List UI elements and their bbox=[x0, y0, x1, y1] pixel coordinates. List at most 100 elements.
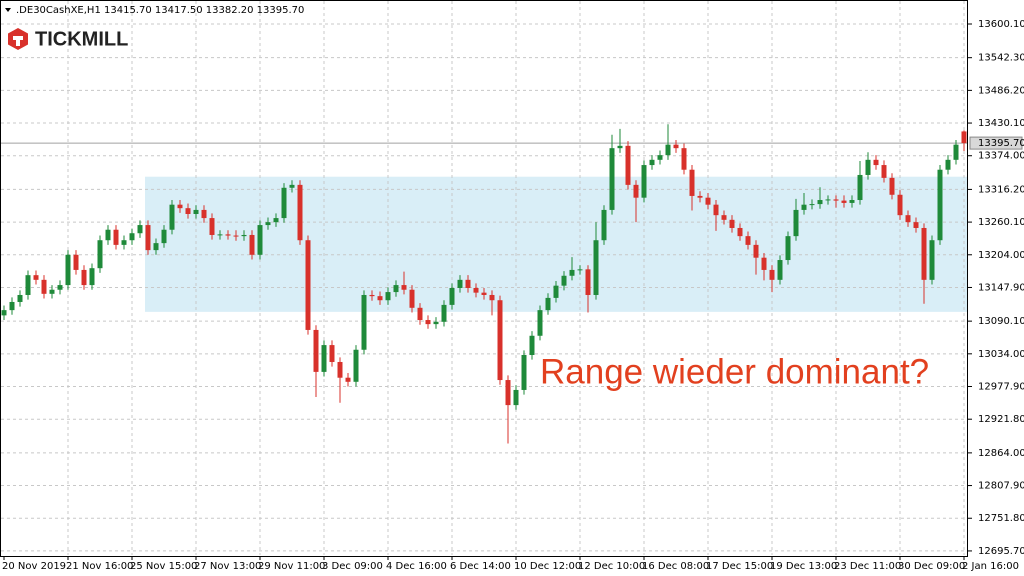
y-tick-label: 12695.70 bbox=[978, 546, 1024, 557]
x-tick-label: 21 Nov 16:00 bbox=[66, 561, 133, 572]
candle-body bbox=[553, 285, 559, 298]
y-tick-label: 13147.90 bbox=[978, 282, 1024, 293]
x-tick-label: 27 Nov 13:00 bbox=[194, 561, 261, 572]
candle-body bbox=[105, 229, 111, 241]
y-tick-label: 13430.10 bbox=[978, 118, 1024, 129]
y-tick-label: 13542.30 bbox=[978, 53, 1024, 64]
candle-body bbox=[33, 275, 39, 280]
candle-body bbox=[409, 289, 415, 308]
candle-body bbox=[841, 200, 847, 203]
y-tick-label: 13486.20 bbox=[978, 85, 1024, 96]
candle-body bbox=[945, 159, 951, 170]
candle-body bbox=[529, 335, 535, 355]
y-tick-label: 13090.10 bbox=[978, 316, 1024, 327]
candle-body bbox=[25, 275, 31, 295]
marks-layer bbox=[1, 124, 967, 444]
candle-body bbox=[569, 269, 575, 276]
y-tick-label: 12751.80 bbox=[978, 513, 1024, 524]
candle-body bbox=[449, 287, 455, 305]
menu-arrow[interactable] bbox=[5, 8, 11, 12]
candle-body bbox=[793, 209, 799, 237]
candle-body bbox=[657, 155, 663, 160]
candle-body bbox=[545, 297, 551, 311]
candle-body bbox=[753, 244, 759, 258]
candle-body bbox=[681, 148, 687, 170]
candle-body bbox=[433, 321, 439, 325]
candle-body bbox=[609, 148, 615, 210]
y-tick-label: 13316.20 bbox=[978, 184, 1024, 195]
candle-body bbox=[953, 144, 959, 160]
candle-body bbox=[817, 200, 823, 205]
plot-frame bbox=[0, 0, 968, 557]
candle-body bbox=[673, 144, 679, 149]
x-tick-label: 6 Dec 14:00 bbox=[450, 561, 511, 572]
candle-body bbox=[849, 200, 855, 203]
candle-body bbox=[57, 285, 63, 290]
x-tick-label: 29 Nov 11:00 bbox=[258, 561, 325, 572]
candle-body bbox=[777, 260, 783, 280]
candle-body bbox=[361, 294, 367, 350]
candle-body bbox=[353, 349, 359, 382]
candle-body bbox=[441, 304, 447, 322]
candle-body bbox=[1, 310, 7, 316]
candle-body bbox=[393, 285, 399, 293]
candle-body bbox=[825, 199, 831, 201]
candle-body bbox=[169, 204, 175, 230]
candle-body bbox=[561, 275, 567, 286]
candle-body bbox=[177, 204, 183, 209]
candle-body bbox=[281, 187, 287, 219]
candle-body bbox=[401, 285, 407, 290]
candle-body bbox=[761, 257, 767, 270]
candle-body bbox=[929, 240, 935, 280]
candle-body bbox=[289, 184, 295, 188]
candle-body bbox=[513, 389, 519, 406]
candle-body bbox=[313, 329, 319, 372]
candle-body bbox=[65, 254, 71, 286]
y-tick-label: 13374.00 bbox=[978, 151, 1024, 162]
candle-body bbox=[345, 377, 351, 382]
candle-body bbox=[905, 215, 911, 223]
candle-body bbox=[697, 195, 703, 198]
candle-body bbox=[129, 233, 135, 241]
candle-body bbox=[801, 204, 807, 210]
candle-body bbox=[505, 380, 511, 406]
candle-body bbox=[233, 235, 239, 237]
candle-body bbox=[881, 165, 887, 178]
logo: TICKMILL bbox=[8, 28, 128, 50]
candle-body bbox=[913, 222, 919, 228]
candle-body bbox=[81, 269, 87, 286]
candle-body bbox=[769, 269, 775, 280]
candle-body bbox=[97, 240, 103, 269]
x-tick-label: 17 Dec 15:00 bbox=[706, 561, 773, 572]
candle-body bbox=[481, 292, 487, 295]
candle-body bbox=[897, 194, 903, 216]
candle-body bbox=[537, 310, 543, 336]
candle-body bbox=[473, 287, 479, 293]
candle-body bbox=[225, 234, 231, 236]
candle-body bbox=[257, 225, 263, 255]
candle-body bbox=[321, 345, 327, 372]
candle-body bbox=[601, 209, 607, 241]
x-tick-label: 3 Dec 09:00 bbox=[322, 561, 383, 572]
candle-body bbox=[585, 269, 591, 295]
candle-body bbox=[9, 301, 15, 311]
candle-body bbox=[17, 294, 23, 302]
candle-body bbox=[457, 279, 463, 288]
candle-body bbox=[73, 254, 79, 270]
candle-body bbox=[153, 243, 159, 251]
candle-body bbox=[385, 292, 391, 301]
x-tick-label: 23 Dec 11:00 bbox=[834, 561, 901, 572]
candle-body bbox=[201, 209, 207, 219]
x-tick-label: 20 Nov 2019 bbox=[2, 561, 66, 572]
candle-body bbox=[921, 227, 927, 280]
candle-body bbox=[889, 177, 895, 195]
x-tick-label: 2 Jan 16:00 bbox=[962, 561, 1019, 572]
y-tick-label: 12921.80 bbox=[978, 414, 1024, 425]
candle-body bbox=[377, 296, 383, 301]
candle-body bbox=[297, 184, 303, 241]
x-tick-label: 30 Dec 09:00 bbox=[898, 561, 965, 572]
candle-body bbox=[521, 354, 527, 390]
candle-body bbox=[161, 229, 167, 244]
candle-body bbox=[833, 199, 839, 201]
